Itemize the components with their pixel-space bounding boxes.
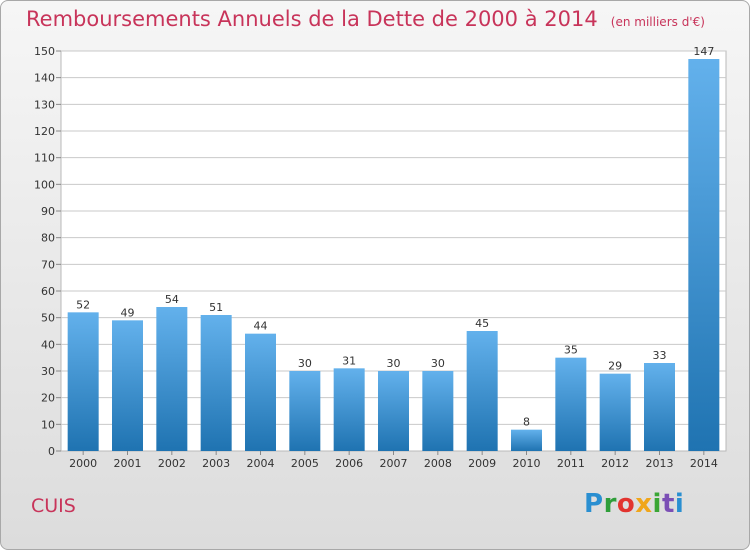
y-tick-label: 110 bbox=[34, 152, 55, 165]
x-tick-label: 2011 bbox=[557, 457, 585, 470]
bar bbox=[378, 371, 409, 451]
y-tick-label: 120 bbox=[34, 125, 55, 138]
y-tick-label: 70 bbox=[41, 258, 55, 271]
y-tick-label: 60 bbox=[41, 285, 55, 298]
bar bbox=[333, 368, 365, 451]
x-tick-label: 2002 bbox=[158, 457, 186, 470]
y-axis: 0 10 20 30 40 50 60 70 80 90 100 110 120 130 140 150 bbox=[34, 45, 61, 458]
y-tick-label: 90 bbox=[41, 205, 55, 218]
bar bbox=[555, 357, 587, 451]
proxiti-logo[interactable]: Proxiti bbox=[584, 489, 684, 519]
y-tick-label: 10 bbox=[41, 418, 55, 431]
logo-letter: r bbox=[603, 489, 617, 519]
data-label: 52 bbox=[76, 298, 90, 311]
bar bbox=[599, 373, 631, 451]
bar bbox=[644, 363, 675, 451]
data-label: 30 bbox=[431, 357, 445, 370]
x-tick-label: 2006 bbox=[335, 457, 363, 470]
data-label: 30 bbox=[298, 357, 312, 370]
x-tick-label: 2003 bbox=[202, 457, 230, 470]
bars: 52 49 54 51 44 30 31 30 30 45 8 35 29 33 147 bbox=[67, 45, 720, 451]
x-tick-label: 2013 bbox=[646, 457, 674, 470]
bar bbox=[511, 429, 542, 451]
x-axis: 2000 2001 2002 2003 2004 2005 2006 2007 2008 2009… bbox=[69, 451, 718, 470]
x-tick-label: 2001 bbox=[114, 457, 142, 470]
y-tick-label: 30 bbox=[41, 365, 55, 378]
y-tick-label: 140 bbox=[34, 72, 55, 85]
data-label: 45 bbox=[475, 317, 489, 330]
x-tick-label: 2012 bbox=[601, 457, 629, 470]
data-label: 147 bbox=[693, 45, 714, 58]
x-tick-label: 2007 bbox=[380, 457, 408, 470]
logo-letter: t bbox=[661, 489, 675, 519]
bar bbox=[289, 371, 321, 451]
y-tick-label: 80 bbox=[41, 232, 55, 245]
logo-letter: x bbox=[635, 489, 653, 519]
y-tick-label: 50 bbox=[41, 312, 55, 325]
x-tick-label: 2010 bbox=[513, 457, 541, 470]
data-label: 49 bbox=[121, 306, 135, 319]
y-tick-label: 20 bbox=[41, 392, 55, 405]
y-tick-label: 150 bbox=[34, 45, 55, 58]
y-tick-label: 100 bbox=[34, 178, 55, 191]
bar bbox=[466, 331, 498, 451]
data-label: 54 bbox=[165, 293, 179, 306]
data-label: 44 bbox=[254, 320, 268, 333]
x-tick-label: 2000 bbox=[69, 457, 97, 470]
data-label: 33 bbox=[653, 349, 667, 362]
logo-letter: o bbox=[616, 489, 636, 519]
data-label: 8 bbox=[523, 416, 530, 429]
logo-letter: i bbox=[652, 489, 662, 519]
x-tick-label: 2005 bbox=[291, 457, 319, 470]
bar bbox=[688, 59, 720, 451]
x-tick-label: 2008 bbox=[424, 457, 452, 470]
commune-name: CUIS bbox=[31, 495, 76, 517]
bar bbox=[245, 333, 276, 451]
bar bbox=[156, 307, 188, 451]
x-tick-label: 2009 bbox=[468, 457, 496, 470]
y-tick-label: 130 bbox=[34, 98, 55, 111]
chart-unit: (en milliers d'€) bbox=[610, 15, 705, 29]
bar bbox=[112, 320, 143, 451]
chart-title: Remboursements Annuels de la Dette de 20… bbox=[26, 7, 705, 31]
data-label: 51 bbox=[209, 301, 223, 314]
chart-title-text: Remboursements Annuels de la Dette de 20… bbox=[26, 7, 598, 31]
x-tick-label: 2004 bbox=[247, 457, 275, 470]
data-label: 29 bbox=[608, 360, 622, 373]
x-tick-label: 2014 bbox=[690, 457, 718, 470]
bar bbox=[200, 315, 232, 451]
data-label: 31 bbox=[342, 354, 356, 367]
logo-letter: i bbox=[674, 489, 685, 519]
y-tick-label: 40 bbox=[41, 338, 55, 351]
data-label: 35 bbox=[564, 344, 578, 357]
bar bbox=[67, 312, 99, 451]
bar bbox=[422, 371, 454, 451]
data-label: 30 bbox=[387, 357, 401, 370]
y-tick-label: 0 bbox=[48, 445, 55, 458]
logo-letter: P bbox=[584, 489, 604, 519]
